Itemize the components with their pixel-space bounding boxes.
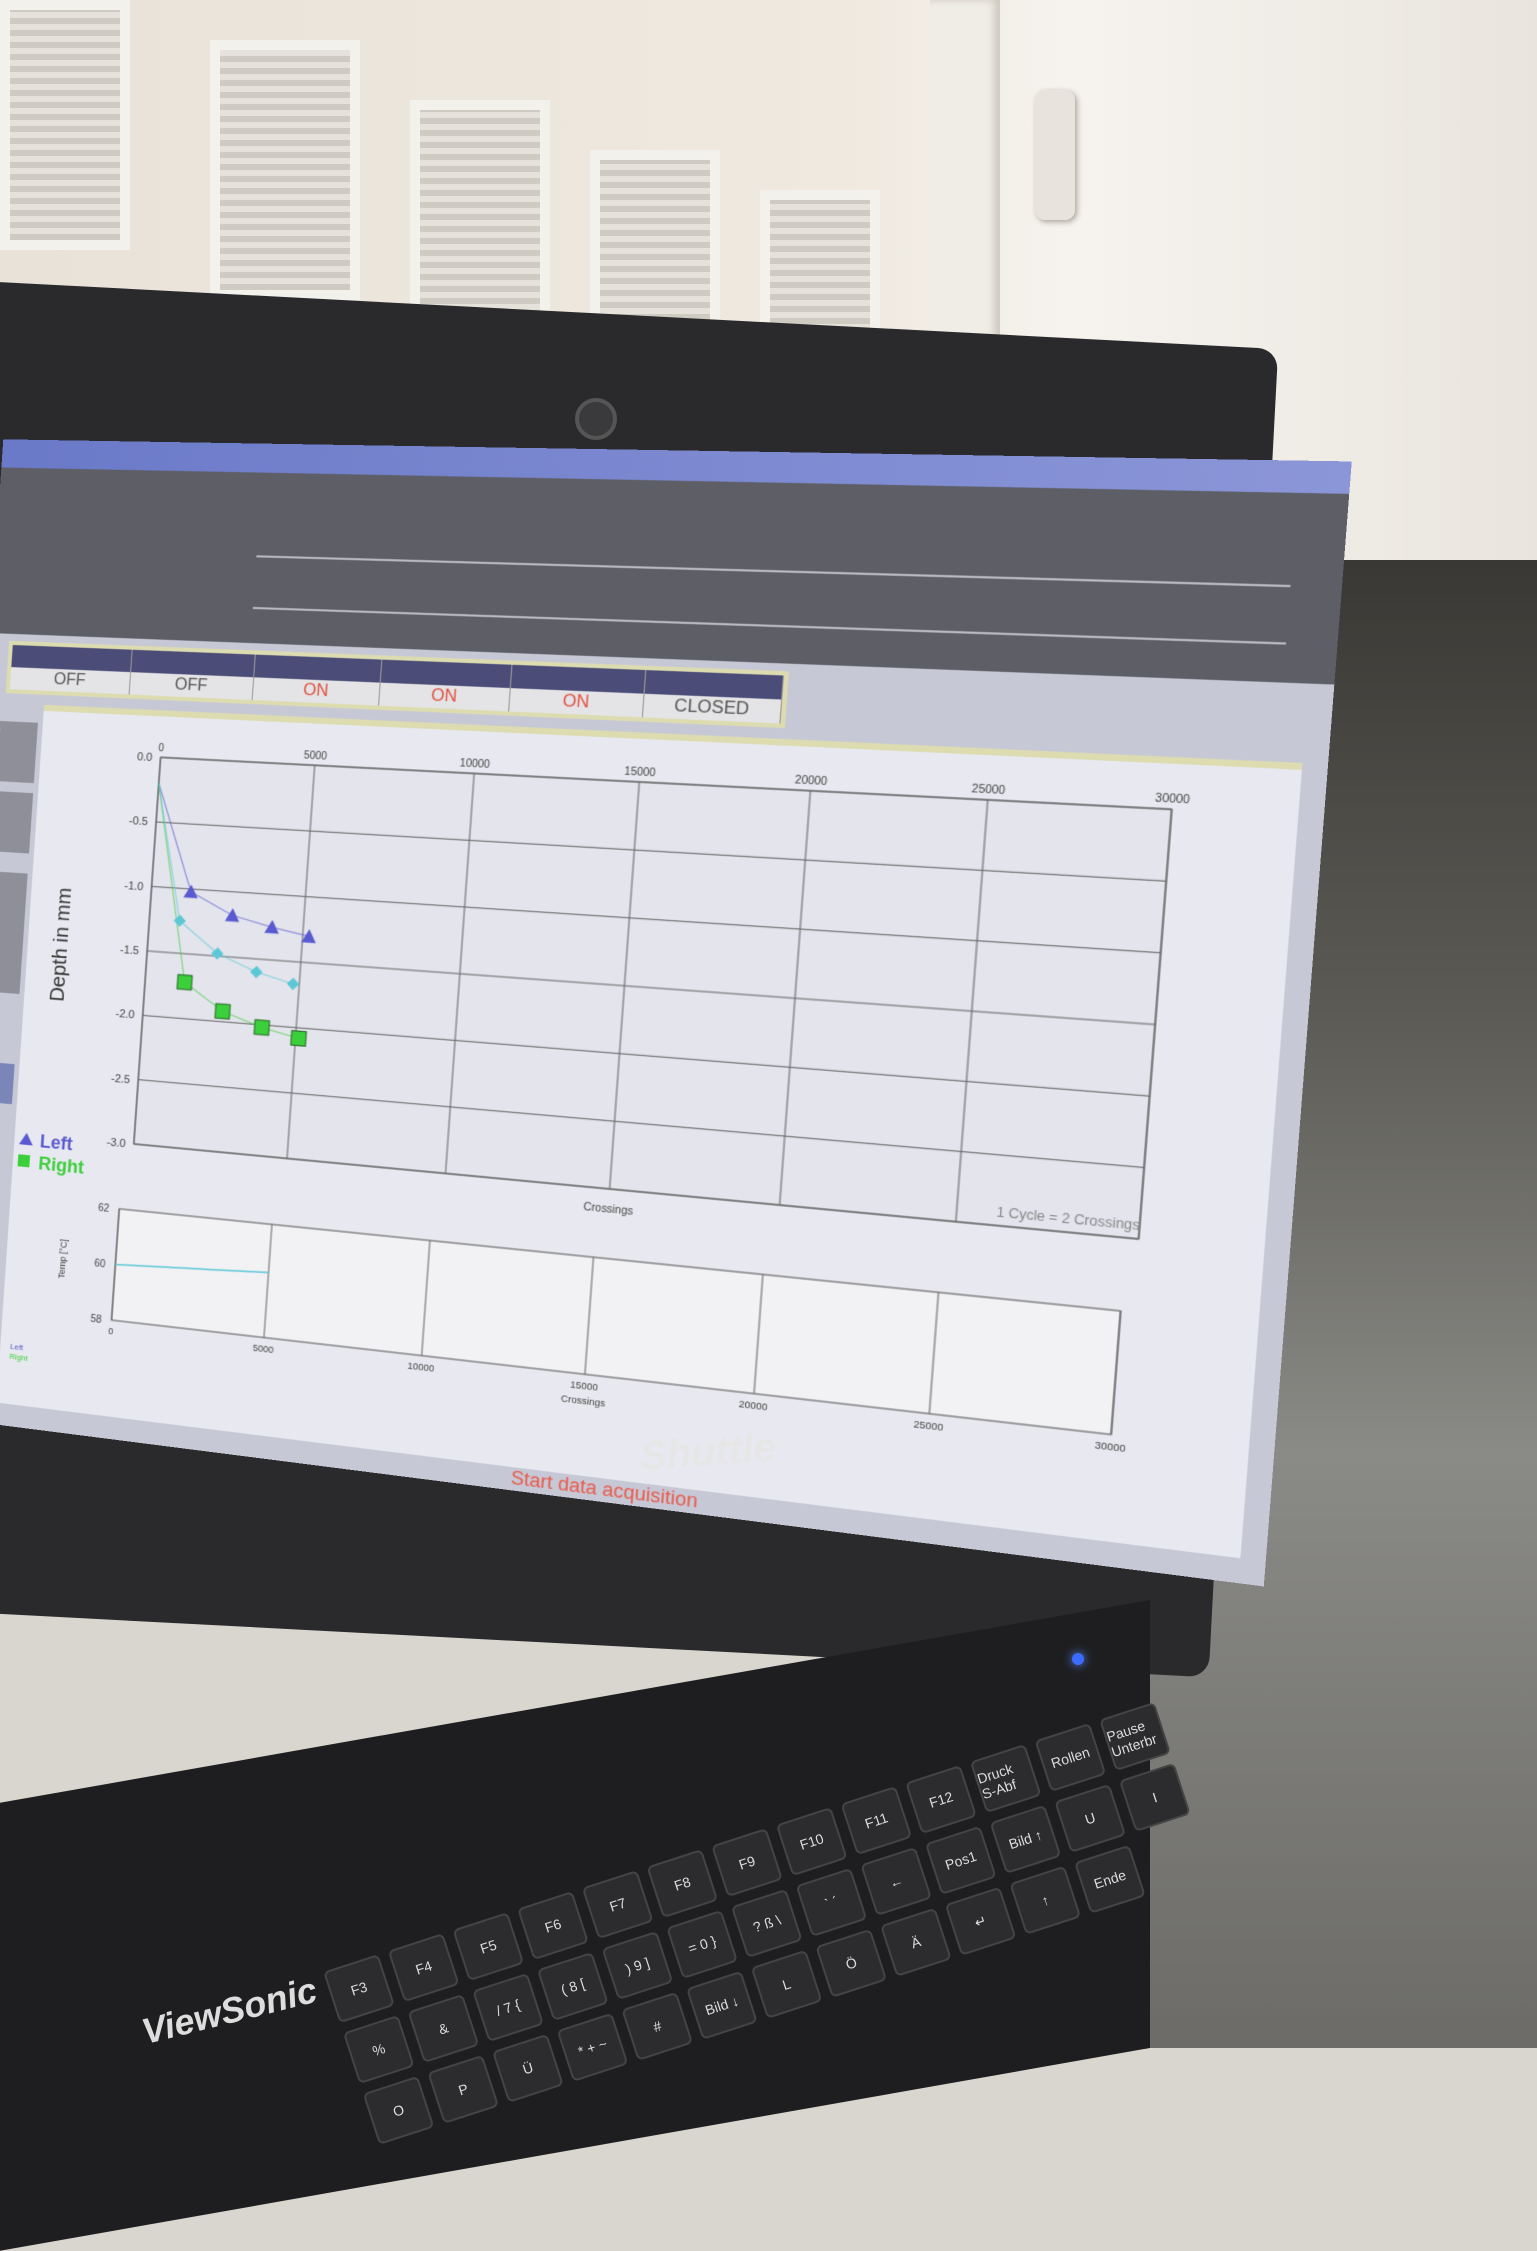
keyboard-key[interactable]: ) 9 ] — [602, 1931, 674, 2000]
data-point-right — [177, 975, 192, 990]
y-tick-label: 60 — [94, 1258, 106, 1271]
keyboard-key[interactable]: ( 8 [ — [537, 1952, 609, 2021]
keyboard-key[interactable]: & — [408, 1994, 480, 2063]
y-tick-label: -2.0 — [115, 1008, 135, 1022]
keyboard-key[interactable]: = 0 } — [666, 1910, 738, 1979]
y-tick-label: -2.5 — [111, 1072, 131, 1086]
webcam-icon — [575, 398, 617, 440]
legend-label-right: Right — [38, 1153, 85, 1178]
keyboard-key[interactable]: ← — [860, 1847, 932, 1916]
status-cell: OFF — [130, 650, 256, 700]
chart-area: 0 5000 10000 15000 20000 25000 30000 0.0 -0.5 -1.… — [0, 705, 1302, 1558]
legend-label-left: Left — [39, 1131, 73, 1155]
keyboard-key[interactable]: / 7 { — [472, 1973, 544, 2042]
y-tick-label: -0.5 — [129, 815, 149, 829]
x-tick-label: 15000 — [570, 1379, 599, 1393]
y-tick-label: 58 — [90, 1314, 102, 1327]
status-cell: ON — [509, 665, 646, 718]
x-tick-label: 25000 — [971, 783, 1006, 797]
keyboard-key[interactable]: Pos1 — [925, 1826, 997, 1895]
status-value: ON — [253, 677, 380, 705]
status-cell: ON — [253, 655, 383, 706]
status-cell: ON — [379, 660, 512, 712]
x-tick-label: 20000 — [738, 1398, 768, 1412]
left-block — [0, 870, 28, 994]
keyboard-key[interactable]: Bild ↑ — [990, 1805, 1062, 1874]
x-axis-label: Crossings — [561, 1393, 607, 1409]
keyboard-key[interactable]: ? ß \ — [731, 1889, 803, 1958]
x-axis-label: Crossings — [583, 1201, 633, 1218]
y-tick-label: 62 — [98, 1203, 110, 1215]
left-value: 7 — [0, 720, 38, 783]
x-tick-label: 5000 — [252, 1342, 273, 1355]
keyboard-key[interactable]: U — [1054, 1784, 1126, 1853]
status-cell: CLOSED — [643, 670, 784, 723]
keyboard-key[interactable]: I — [1119, 1763, 1191, 1832]
y-tick-label: -1.5 — [120, 944, 140, 958]
x-tick-label: 0 — [158, 743, 165, 755]
x-tick-label: 30000 — [1155, 792, 1191, 806]
building-window — [210, 40, 360, 300]
status-value: ON — [379, 683, 510, 712]
legend-label: Left — [10, 1342, 24, 1353]
monitor-screen: OFFOFFONONONCLOSED 7 2 55 ort 0500010000… — [0, 439, 1352, 1586]
keyboard-key[interactable]: ` ´ — [796, 1868, 868, 1937]
x-tick-label: 0 — [108, 1326, 114, 1337]
building-window — [0, 0, 130, 250]
x-tick-label: 5000 — [303, 750, 328, 763]
x-tick-label: 15000 — [624, 766, 657, 780]
window-handle — [1035, 90, 1075, 220]
x-tick-label: 30000 — [1094, 1439, 1126, 1454]
bezel-logo: Shuttle — [639, 1425, 777, 1479]
status-value: ON — [509, 688, 643, 717]
legend-label: Right — [9, 1352, 29, 1363]
status-value: OFF — [130, 672, 254, 700]
x-tick-label: 25000 — [913, 1418, 944, 1433]
y-tick-label: 0.0 — [137, 751, 153, 764]
y-axis-label: Depth in mm — [46, 887, 76, 1003]
data-point-right — [215, 1004, 230, 1019]
legend-marker-left — [19, 1132, 34, 1145]
x-tick-label: 20000 — [795, 775, 829, 789]
x-tick-label: 10000 — [459, 758, 490, 771]
status-value: CLOSED — [643, 694, 781, 724]
indicator-led — [1072, 1653, 1084, 1665]
y-tick-label: -3.0 — [106, 1136, 126, 1150]
data-point-right — [291, 1031, 307, 1047]
y-tick-label: -1.0 — [124, 879, 144, 893]
x-tick-label: 10000 — [407, 1360, 435, 1374]
y-axis-label: Temp [°C] — [56, 1238, 69, 1279]
left-value: 2 — [0, 790, 33, 853]
left-value: 55 — [0, 1060, 15, 1105]
legend-marker-right — [18, 1154, 31, 1167]
data-point-right — [254, 1020, 269, 1036]
